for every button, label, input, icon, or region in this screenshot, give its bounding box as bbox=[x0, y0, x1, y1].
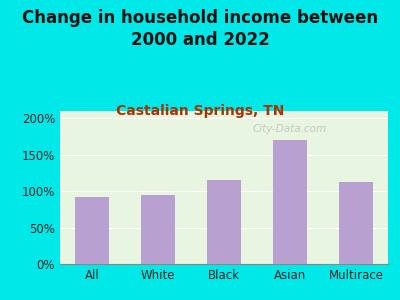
Bar bbox=[141, 195, 175, 264]
Bar bbox=[273, 140, 307, 264]
Bar bbox=[207, 180, 241, 264]
Text: City-Data.com: City-Data.com bbox=[252, 124, 327, 134]
Text: Change in household income between
2000 and 2022: Change in household income between 2000 … bbox=[22, 9, 378, 49]
Text: Castalian Springs, TN: Castalian Springs, TN bbox=[116, 103, 284, 118]
Bar bbox=[339, 182, 373, 264]
Bar bbox=[75, 197, 109, 264]
